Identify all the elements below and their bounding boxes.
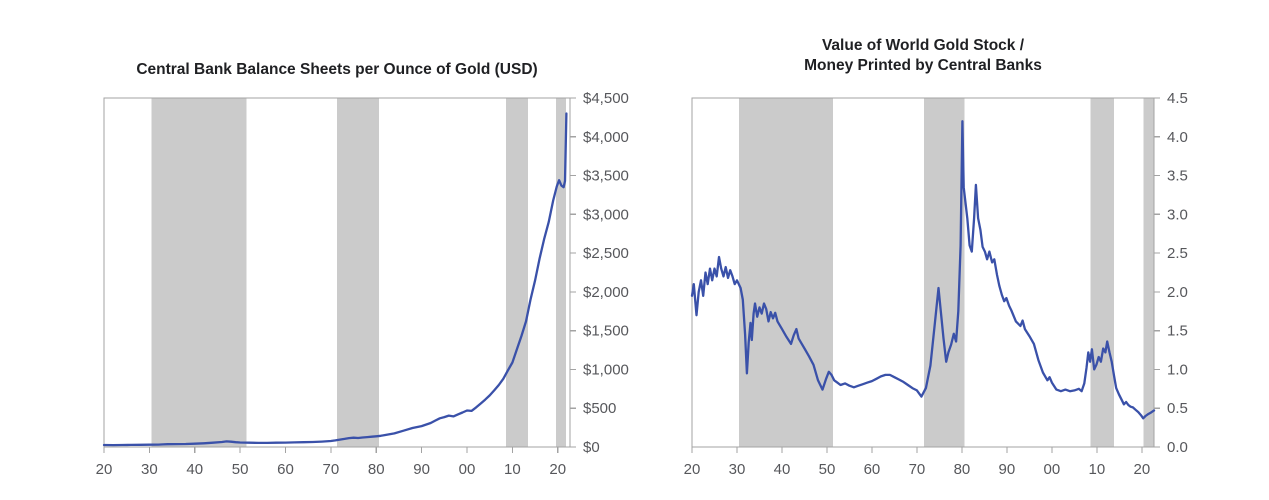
right-chart-y-tick-label: 0.0 — [1167, 439, 1188, 456]
right-chart-x-tick-label: 60 — [864, 461, 881, 478]
left-chart-x-tick-label: 20 — [549, 461, 566, 478]
right-chart-y-tick-label: 2.0 — [1167, 284, 1188, 301]
left-chart-y-tick-label: $3,000 — [583, 206, 629, 223]
right-chart-recession-band — [739, 98, 834, 447]
right-chart-y-tick-label: 3.0 — [1167, 206, 1188, 223]
right-chart-x-tick-label: 20 — [1134, 461, 1151, 478]
left-chart-recession-band — [555, 98, 566, 447]
right-chart-x-tick-label: 20 — [684, 461, 701, 478]
left-chart-x-tick-label: 50 — [232, 461, 249, 478]
left-chart-y-tick-label: $0 — [583, 439, 600, 456]
left-chart-x-tick-label: 30 — [141, 461, 158, 478]
left-chart-x-tick-label: 40 — [186, 461, 203, 478]
right-chart-x-tick-label: 40 — [774, 461, 791, 478]
right-chart-recession-band — [1090, 98, 1114, 447]
left-chart-y-tick-label: $500 — [583, 400, 616, 417]
left-chart-x-tick-label: 70 — [323, 461, 340, 478]
left-chart-recession-band — [506, 98, 528, 447]
right-chart-x-tick-label: 90 — [999, 461, 1016, 478]
right-chart-x-tick-label: 80 — [954, 461, 971, 478]
left-chart-y-tick-label: $4,500 — [583, 90, 629, 107]
right-chart-y-tick-label: 1.5 — [1167, 323, 1188, 340]
left-chart-y-tick-label: $3,500 — [583, 168, 629, 185]
right-chart-frame — [691, 97, 1155, 448]
left-chart-data-line — [102, 112, 568, 447]
left-chart-recession-band — [151, 98, 247, 447]
right-chart-recession-band — [924, 98, 965, 447]
left-chart-y-tick-label: $2,000 — [583, 284, 629, 301]
left-chart-recession-band — [337, 98, 379, 447]
left-chart-title: Central Bank Balance Sheets per Ounce of… — [104, 60, 570, 80]
left-chart-x-tick-label: 60 — [277, 461, 294, 478]
left-chart-x-tick-label: 10 — [504, 461, 521, 478]
right-chart-title: Value of World Gold Stock / Money Printe… — [692, 36, 1154, 76]
right-chart-y-tick-label: 0.5 — [1167, 400, 1188, 417]
right-chart-y-tick-label: 3.5 — [1167, 168, 1188, 185]
right-chart-y-tick-label: 2.5 — [1167, 245, 1188, 262]
left-chart-x-tick-label: 00 — [459, 461, 476, 478]
right-chart-x-tick-label: 30 — [729, 461, 746, 478]
left-chart-y-tick-label: $1,500 — [583, 323, 629, 340]
right-chart-y-tick-label: 4.0 — [1167, 129, 1188, 146]
left-chart-x-tick-label: 90 — [413, 461, 430, 478]
left-chart-x-tick-label: 80 — [368, 461, 385, 478]
left-chart-y-tick-label: $4,000 — [583, 129, 629, 146]
left-chart-x-tick-label: 20 — [96, 461, 113, 478]
right-chart-x-tick-label: 00 — [1044, 461, 1061, 478]
right-chart-y-tick-label: 4.5 — [1167, 90, 1188, 107]
right-chart-x-tick-label: 10 — [1089, 461, 1106, 478]
right-chart-x-tick-label: 50 — [819, 461, 836, 478]
right-chart-y-tick-label: 1.0 — [1167, 361, 1188, 378]
left-chart-y-tick-label: $2,500 — [583, 245, 629, 262]
right-chart-title-line2: Money Printed by Central Banks — [804, 57, 1042, 74]
left-chart-y-tick-label: $1,000 — [583, 361, 629, 378]
left-chart-frame — [103, 97, 571, 448]
right-chart-title-line1: Value of World Gold Stock / — [821, 37, 1025, 54]
left-chart-title-line1: Central Bank Balance Sheets per Ounce of… — [136, 61, 538, 78]
right-chart-data-line — [690, 120, 1156, 420]
right-chart-x-tick-label: 70 — [909, 461, 926, 478]
right-chart-recession-band — [1143, 98, 1154, 447]
